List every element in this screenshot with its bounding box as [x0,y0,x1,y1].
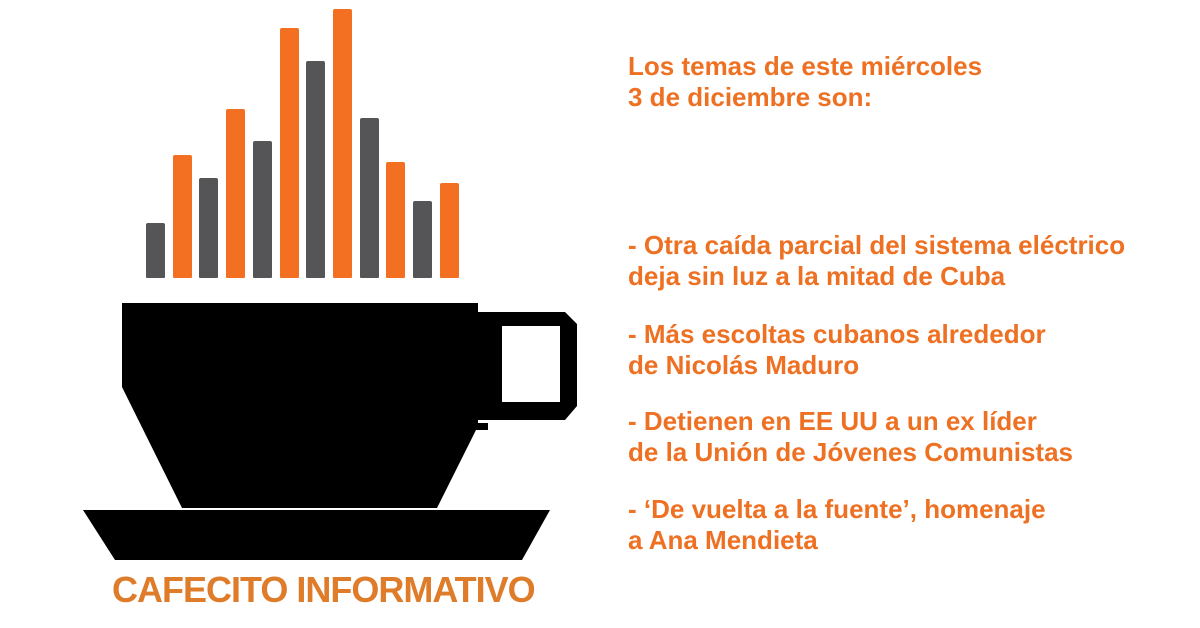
topic-4-line-2: a Ana Mendieta [628,525,818,555]
topics-header: Los temas de este miércoles 3 de diciemb… [628,51,982,113]
topic-2-line-1: - Más escoltas cubanos alrededor [628,319,1046,349]
topic-1-line-1: - Otra caída parcial del sistema eléctri… [628,230,1126,260]
steam-bar-12 [439,183,459,278]
topic-1-line-2: deja sin luz a la mitad de Cuba [628,261,1006,291]
topic-4-line-1: - ‘De vuelta a la fuente’, homenaje [628,494,1046,524]
cup-saucer-shape [83,510,550,560]
logo-title: CAFECITO INFORMATIVO [112,569,536,610]
steam-bar-5 [252,141,272,278]
steam-bars-graphic [0,0,620,290]
steam-bar-7 [306,61,326,278]
cup-body-shape [122,303,488,508]
steam-bar-2 [172,155,192,278]
steam-bar-1 [146,223,165,278]
steam-bar-9 [359,118,379,278]
header-line-2: 3 de diciembre son: [628,82,873,112]
steam-bar-3 [199,178,219,278]
topic-3-line-2: de la Unión de Jóvenes Comunistas [628,437,1073,467]
topic-2-line-2: de Nicolás Maduro [628,350,860,380]
topic-item-1: - Otra caída parcial del sistema eléctri… [628,230,1125,292]
topic-item-4: - ‘De vuelta a la fuente’, homenaje a An… [628,494,1046,556]
steam-bar-4 [226,109,246,278]
steam-bar-10 [386,162,406,278]
steam-bar-6 [279,28,299,278]
topic-item-3: - Detienen en EE UU a un ex líder de la … [628,406,1073,468]
cup-handle-shape [478,312,577,420]
steam-bar-8 [332,9,352,278]
steam-bar-11 [413,201,432,278]
topic-3-line-1: - Detienen en EE UU a un ex líder [628,406,1037,436]
header-line-1: Los temas de este miércoles [628,51,983,81]
topic-item-2: - Más escoltas cubanos alrededor de Nico… [628,319,1046,381]
